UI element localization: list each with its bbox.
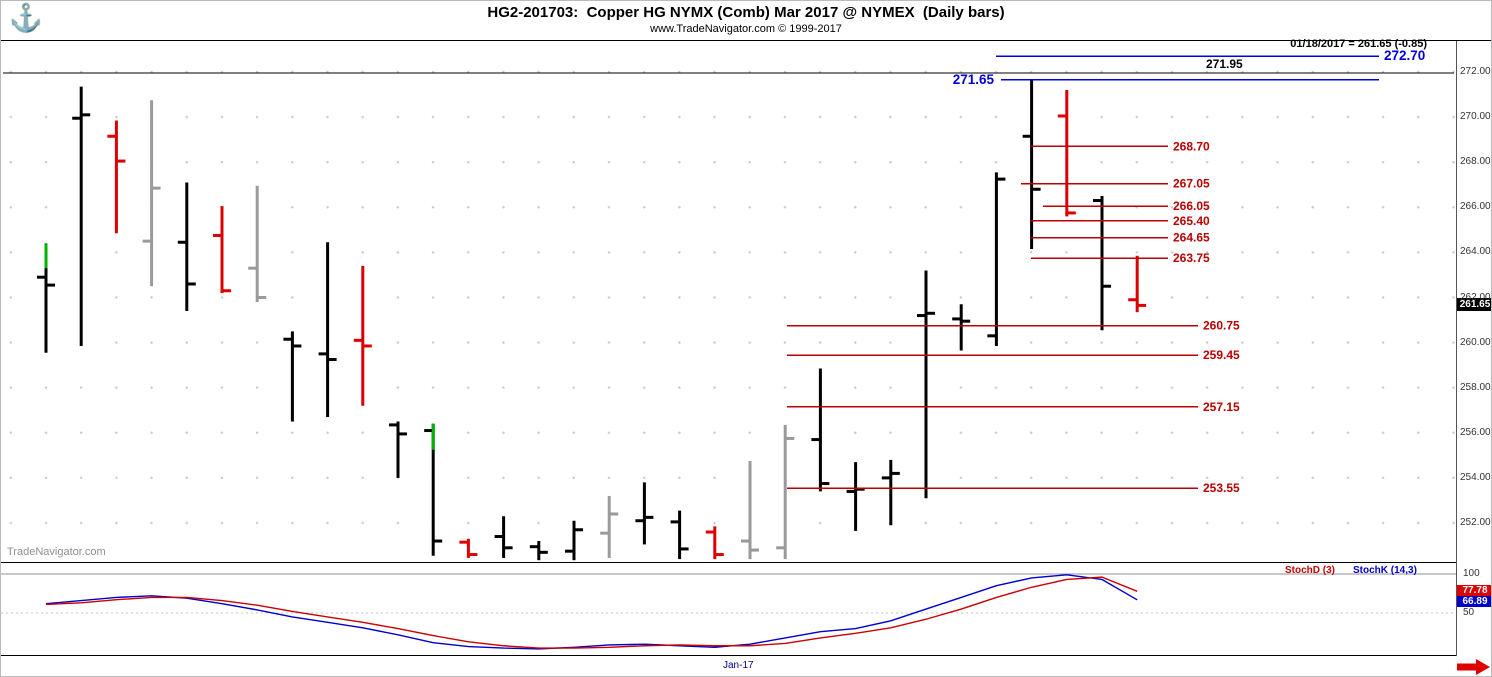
price-axis-border [1456, 41, 1457, 656]
price-axis-tick: 264.00 [1460, 246, 1491, 258]
stochk-value-badge: 66.89 [1457, 596, 1491, 608]
scroll-right-button[interactable] [1457, 659, 1491, 675]
stoch-axis-tick-100: 100 [1463, 568, 1480, 579]
chart-header: ⚓ HG2-201703: Copper HG NYMX (Comb) Mar … [1, 1, 1491, 41]
chart-title: HG2-201703: Copper HG NYMX (Comb) Mar 20… [487, 4, 1005, 21]
red-right-arrow-icon [1457, 659, 1490, 675]
stochastic-pane[interactable] [1, 563, 1456, 656]
stoch-axis-tick-50: 50 [1463, 607, 1475, 618]
price-axis-tick: 258.00 [1460, 381, 1491, 393]
stochk-legend-label: StochK (14,3) [1353, 565, 1417, 576]
price-axis[interactable]: 261.65 100 50 77.78 66.89 272.00 270.00 26… [1457, 1, 1491, 676]
price-axis-tick: 254.00 [1460, 471, 1491, 483]
price-chart-pane[interactable] [1, 41, 1456, 563]
month-label: Jan-17 [723, 660, 754, 671]
last-price-badge: 261.65 [1457, 298, 1491, 312]
tradenavigator-ship-logo-icon: ⚓ [9, 3, 43, 33]
price-axis-tick: 260.00 [1460, 336, 1491, 348]
tradenavigator-watermark: TradeNavigator.com [7, 546, 106, 558]
date-axis[interactable]: Jan-17 [1, 657, 1456, 676]
price-axis-tick: 256.00 [1460, 426, 1491, 438]
stochd-value-badge: 77.78 [1457, 585, 1491, 597]
price-axis-tick: 252.00 [1460, 517, 1491, 528]
price-axis-tick: 272.00 [1460, 66, 1491, 77]
price-axis-tick: 270.00 [1460, 111, 1491, 123]
price-axis-tick: 268.00 [1460, 156, 1491, 168]
last-quote-readout: 01/18/2017 = 261.65 (-0.85) [1290, 38, 1427, 50]
price-axis-tick: 262.00 [1460, 291, 1491, 303]
price-axis-tick: 266.00 [1460, 201, 1491, 213]
chart-subtitle: www.TradeNavigator.com © 1999-2017 [650, 23, 842, 35]
stochd-legend-label: StochD (3) [1285, 565, 1335, 576]
